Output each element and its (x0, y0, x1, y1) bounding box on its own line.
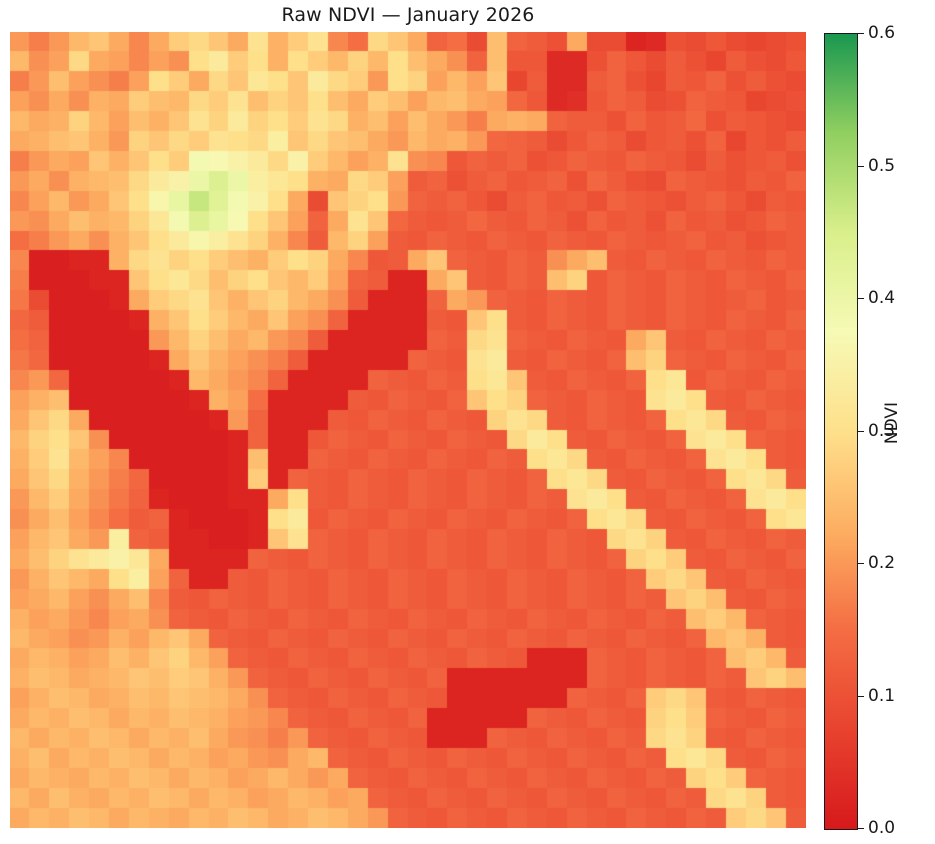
colorbar-tick-mark (858, 165, 864, 167)
colorbar-tick-label: 0.4 (868, 288, 896, 308)
colorbar-tick-mark (858, 828, 864, 829)
colorbar-tick-label: 0.5 (868, 155, 896, 176)
colorbar-tick-label: 0.6 (868, 23, 896, 43)
heatmap-raster (10, 32, 806, 828)
colorbar-tick-label: 0.0 (868, 818, 896, 838)
colorbar-tick-mark (858, 430, 864, 432)
colorbar: 0.0 0.1 0.2 0.3 0.4 0.5 0.6 (824, 23, 895, 838)
colorbar-tick-mark (858, 563, 864, 564)
page-title: Raw NDVI — January 2026 (281, 4, 535, 26)
colorbar-tick-label: 0.1 (868, 685, 896, 706)
colorbar-tick-mark (858, 33, 864, 34)
colorbar-tick-mark (858, 695, 864, 697)
colorbar-gradient (824, 33, 858, 830)
heatmap-plot-area (10, 32, 806, 828)
colorbar-tick-mark (858, 298, 864, 299)
colorbar-tick-label: 0.2 (868, 553, 896, 573)
colorbar-axis-label: NDVI (882, 401, 902, 445)
colorbar-tick-label: 0.3 (868, 420, 896, 441)
